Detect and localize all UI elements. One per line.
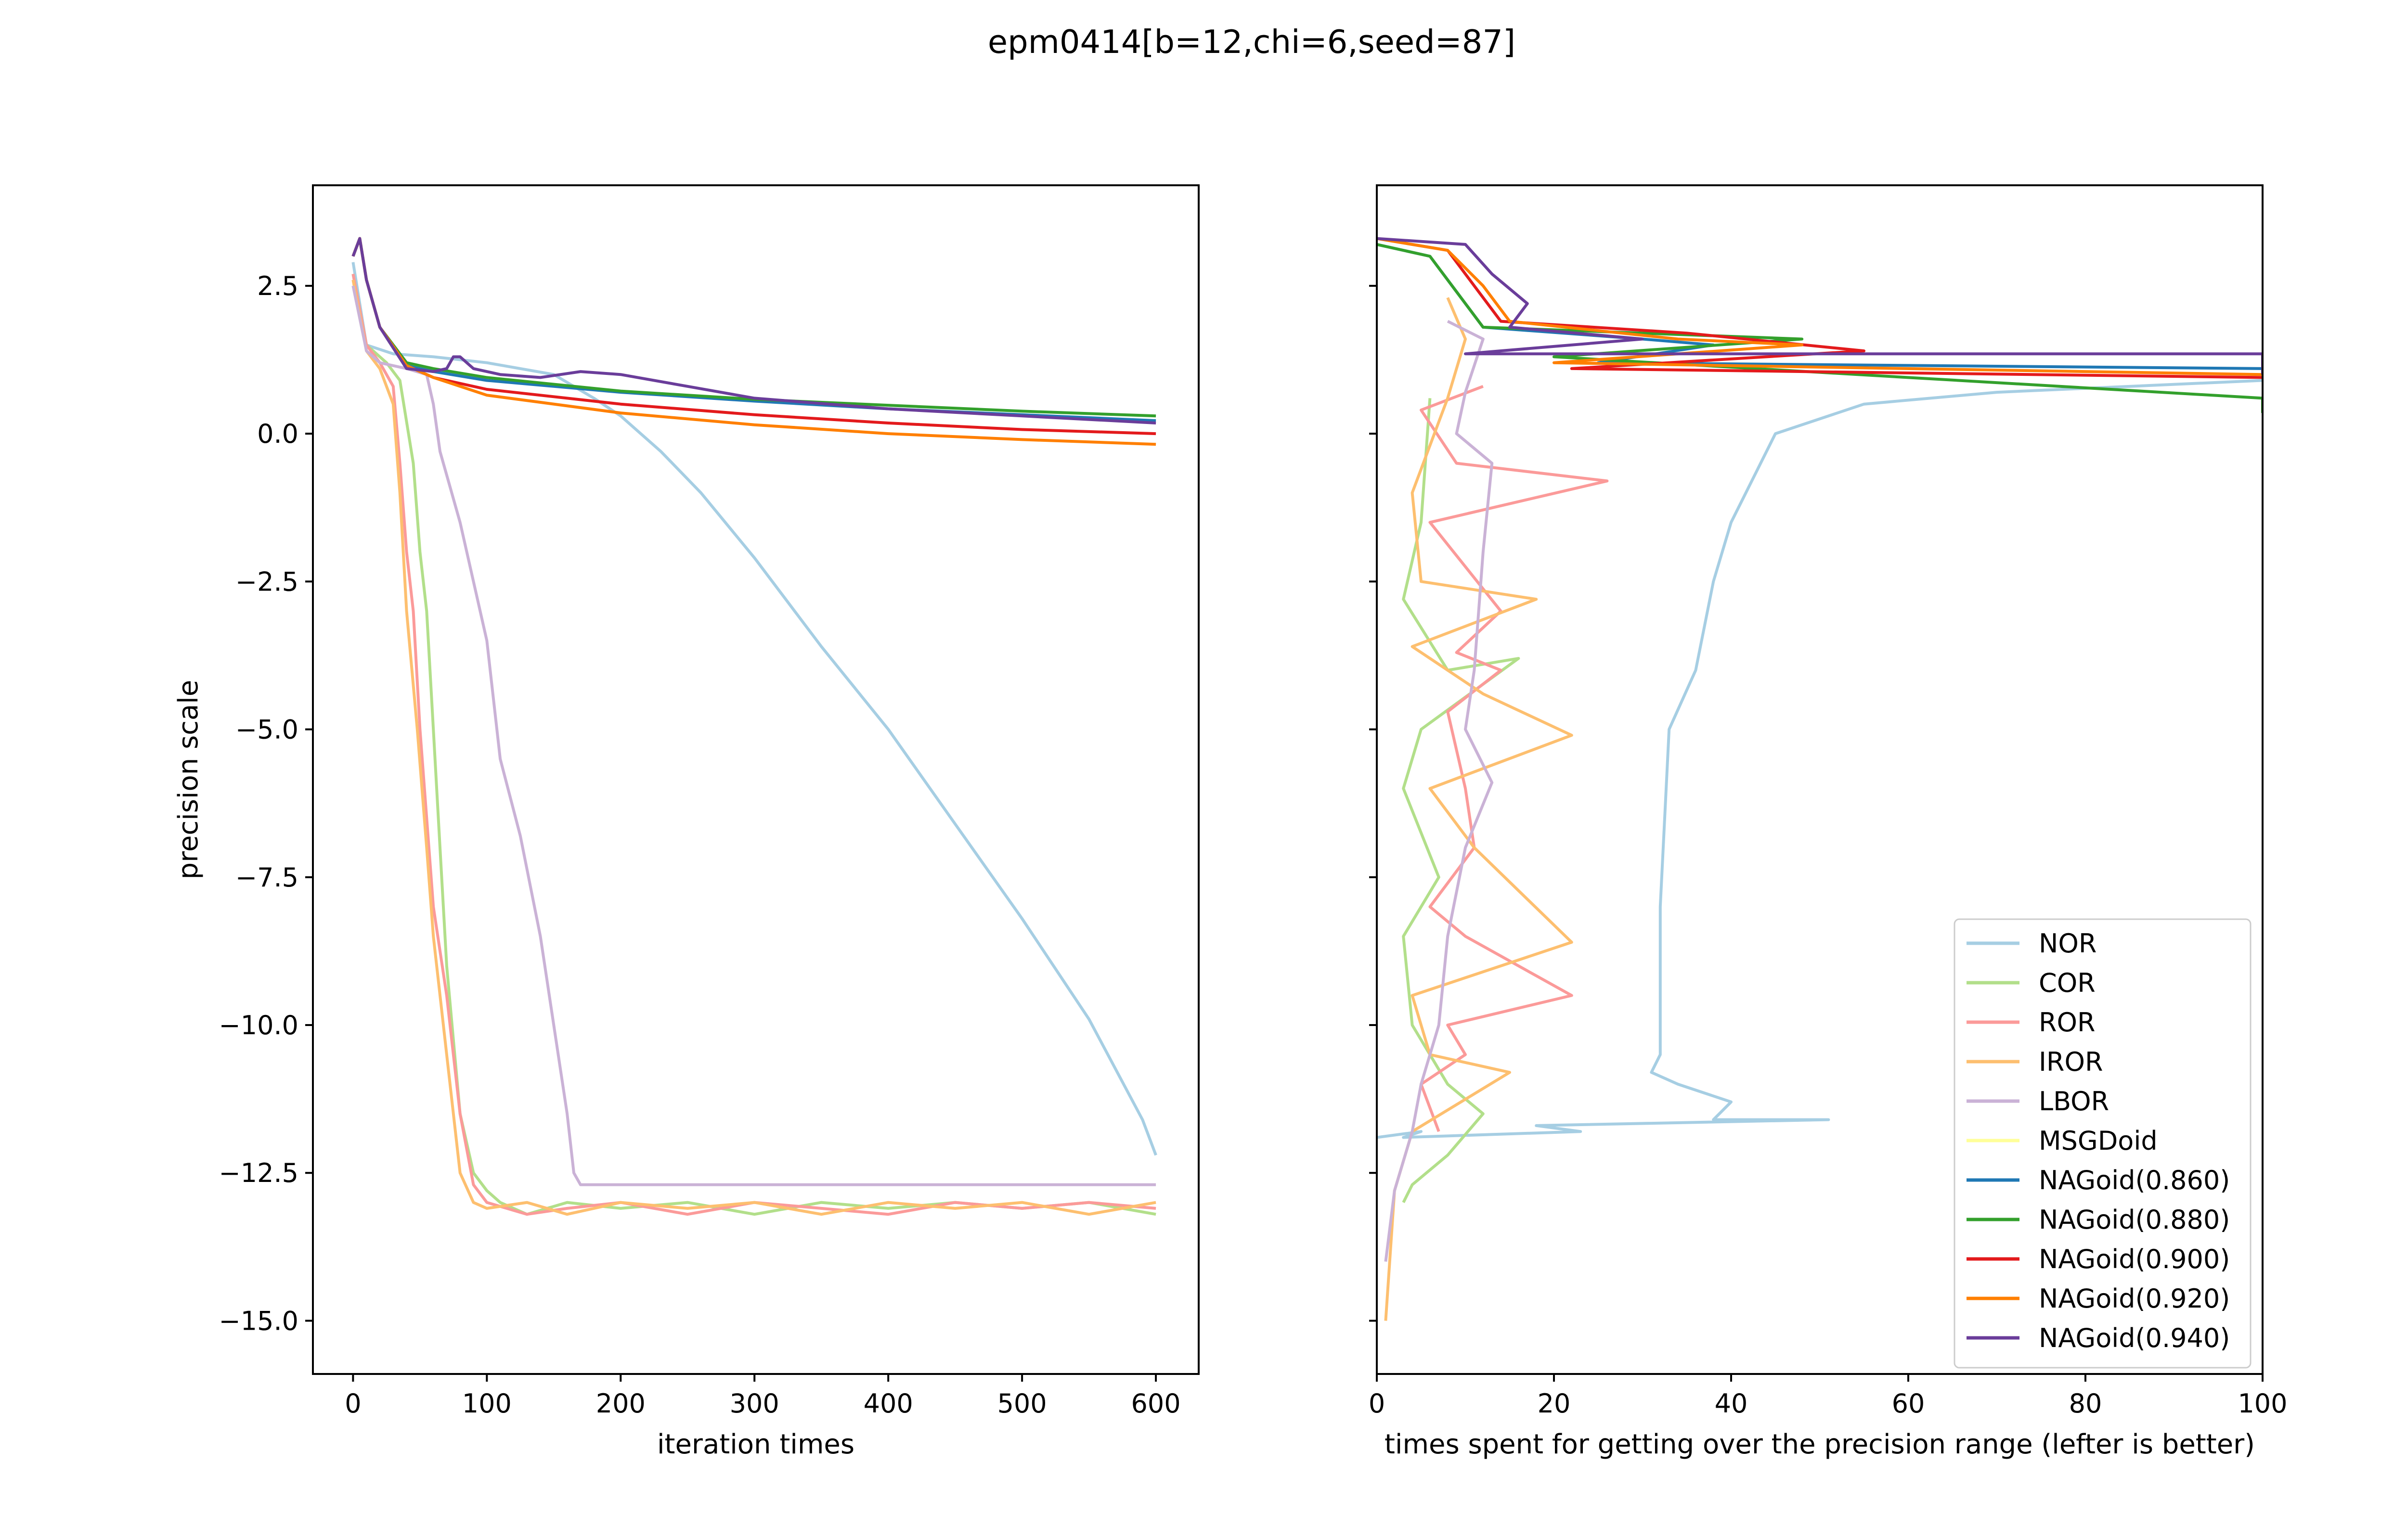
left-series-layer [351,237,1157,1216]
legend-label-nagoid-0-880: NAGoid(0.880) [2039,1205,2230,1235]
left-x-tick-label: 500 [997,1388,1047,1419]
legend-label-msgdoid: MSGDoid [2039,1126,2158,1156]
right-plot-panel: 0 20 40 60 80 100 times spent for getting ove… [1369,184,2288,1460]
left-y-tick-label: −2.5 [235,566,298,597]
right-x-tick-label: 60 [1892,1388,1925,1419]
left-y-tick-label: −12.5 [219,1158,298,1188]
legend-label-ror: ROR [2039,1007,2096,1038]
left-series-cor [351,273,1156,1216]
left-y-tick-label: −5.0 [235,715,298,745]
right-series-layer [1377,237,2263,1321]
left-series-iror [351,280,1156,1216]
legend-box [1954,918,2252,1369]
left-plot-panel: 0 100 200 300 400 500 600 2.5 0.0 −2.5 −5.0 −7.5 −10… [173,184,1200,1460]
right-series-nagoid-0-940 [1377,237,2263,375]
left-x-tick-label: 300 [730,1388,779,1419]
left-x-tick-label: 100 [462,1388,512,1419]
right-x-tick-label: 40 [1715,1388,1748,1419]
right-x-axis-label: times spent for getting over the precisi… [1385,1429,2255,1460]
left-y-tick-label: −7.5 [235,862,298,893]
left-x-tick-label: 0 [345,1388,361,1419]
legend: NOR COR ROR IROR LBOR MSGDoid NAGoid(0.860) NAG… [1954,918,2252,1369]
right-x-tick-label: 20 [1538,1388,1571,1419]
legend-label-nagoid-0-900: NAGoid(0.900) [2039,1244,2230,1274]
left-y-tick-label: −15.0 [219,1306,298,1336]
right-series-ror [1420,385,1609,1132]
right-plot-frame [1376,184,2264,1375]
legend-label-lbor: LBOR [2039,1086,2109,1116]
legend-label-nagoid-0-860: NAGoid(0.860) [2039,1165,2230,1195]
right-x-tick-label: 0 [1369,1388,1385,1419]
right-axis-ticks: 0 20 40 60 80 100 [1369,284,2288,1419]
right-series-iror [1384,297,1573,1321]
left-y-tick-label: −10.0 [219,1010,298,1040]
right-x-tick-label: 100 [2238,1388,2287,1419]
left-y-tick-label: 2.5 [257,271,298,301]
left-series-nor [351,262,1157,1156]
left-axis-ticks: 0 100 200 300 400 500 600 2.5 0.0 −2.5 −5.0 −7.5 −10… [219,271,1181,1419]
legend-label-iror: IROR [2039,1047,2103,1077]
right-series-nor [1377,379,2263,1139]
legend-label-cor: COR [2039,968,2096,998]
left-series-nagoid-0-940 [351,237,1156,424]
left-x-tick-label: 400 [864,1388,913,1419]
figure-title: epm0414[b=12,chi=6,seed=87] [988,23,1515,61]
left-series-ror [351,273,1156,1216]
left-y-axis-label: precision scale [173,680,204,880]
right-series-cor [1402,398,1520,1203]
left-plot-frame [312,184,1200,1375]
left-plot-background [313,185,1199,1374]
left-x-tick-label: 600 [1131,1388,1181,1419]
legend-label-nor: NOR [2039,928,2096,959]
right-series-lbor [1384,320,1494,1262]
left-y-tick-label: 0.0 [257,419,298,449]
legend-label-nagoid-0-940: NAGoid(0.940) [2039,1323,2230,1353]
legend-label-nagoid-0-920: NAGoid(0.920) [2039,1283,2230,1314]
right-series-nagoid-0-920 [1377,237,2263,376]
left-x-tick-label: 200 [596,1388,646,1419]
left-x-axis-label: iteration times [657,1429,854,1460]
right-x-tick-label: 80 [2069,1388,2102,1419]
